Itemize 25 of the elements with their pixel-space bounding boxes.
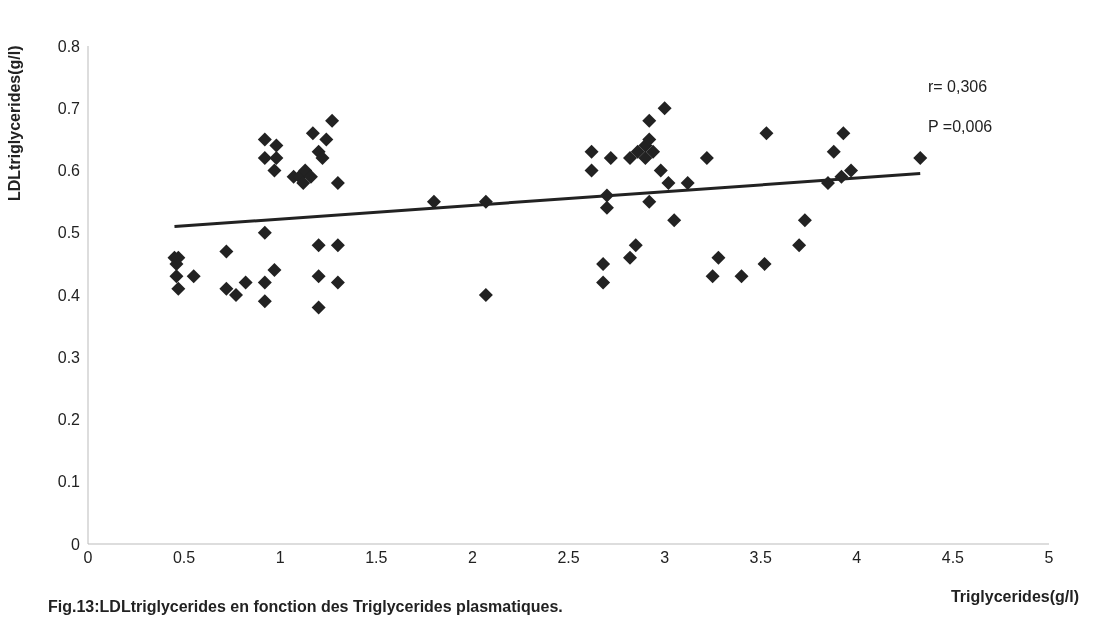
x-tick-label: 2.5 <box>557 549 580 567</box>
y-tick-label: 0.2 <box>57 411 81 429</box>
y-tick-label: 0.7 <box>57 99 81 117</box>
annotation: P =0,006 <box>928 118 993 136</box>
x-tick-label: 4 <box>852 549 862 567</box>
y-tick-label: 0.8 <box>57 37 81 55</box>
y-tick-label: 0.3 <box>57 348 81 366</box>
y-axis-title: LDLtriglycerides(g/l) <box>6 45 24 201</box>
annotation: r= 0,306 <box>928 78 988 96</box>
x-tick-label: 3.5 <box>749 549 772 567</box>
x-axis-title: Triglycerides(g/l) <box>950 588 1079 606</box>
caption: Fig.13:LDLtriglycerides en fonction des Triglycerides plasmatiques. <box>48 598 563 616</box>
x-tick-label: 0.5 <box>172 549 196 567</box>
x-tick-label: 1 <box>275 549 285 567</box>
x-tick-label: 1.5 <box>365 549 388 567</box>
x-tick-label: 2 <box>467 549 477 567</box>
y-tick-label: 0.1 <box>57 473 81 491</box>
x-tick-label: 0 <box>83 549 93 567</box>
x-tick-label: 5 <box>1044 549 1054 567</box>
y-tick-label: 0.5 <box>57 224 81 242</box>
y-tick-label: 0 <box>71 535 81 553</box>
x-tick-label: 3 <box>660 549 670 567</box>
y-tick-label: 0.6 <box>57 162 81 180</box>
y-tick-label: 0.4 <box>57 286 81 304</box>
x-tick-label: 4.5 <box>941 549 965 567</box>
